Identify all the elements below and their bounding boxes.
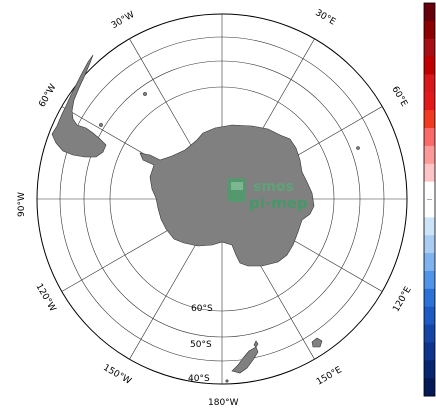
watermark-logo-shade [231, 182, 243, 190]
colorbar-frame [423, 2, 436, 397]
lon-label-150w: 150°W [101, 363, 133, 387]
colorbar-segment [424, 235, 435, 254]
colorbar-segment [424, 145, 435, 165]
lon-label-120e: 120°E [391, 285, 413, 314]
new-zealand-north-island [253, 340, 259, 348]
colorbar-segment [424, 253, 435, 272]
colorbar-segment [424, 306, 435, 326]
lon-label-180w: 180°W [208, 398, 239, 408]
colorbar-segment [424, 342, 435, 361]
land-masses [51, 54, 360, 383]
lon-label-30e: 30°E [313, 8, 337, 28]
colorbar-segment [424, 92, 435, 111]
colorbar-segment [424, 270, 435, 290]
colorbar-segment [424, 3, 435, 22]
lon-label-120w: 120°W [33, 282, 57, 314]
lon-label-60w: 60°W [37, 83, 58, 110]
lat-label-40s: 40°S [188, 374, 210, 384]
macquarie-island [225, 379, 229, 383]
antarctica-landmass [139, 124, 315, 267]
watermark-line1: smos [253, 179, 294, 195]
lat-label-50s: 50°S [190, 340, 212, 350]
south-georgia-island [143, 92, 147, 96]
lon-label-60e: 60°E [389, 85, 409, 109]
south-america-landmass [51, 54, 107, 158]
colorbar-segment [424, 360, 435, 379]
lon-label-150e: 150°E [315, 365, 344, 387]
colorbar-segment [424, 199, 435, 218]
watermark-line2: pi-mep [249, 194, 308, 212]
kerguelen-island [356, 146, 360, 150]
colorbar-segment [424, 38, 435, 58]
colorbar-segment [424, 288, 435, 308]
lon-label-90w: 90°W [17, 192, 27, 217]
latitude-labels: 60°S 50°S 40°S [188, 304, 213, 384]
colorbar-segment [424, 74, 435, 93]
colorbar-segment [424, 181, 435, 200]
falkland-island [99, 123, 103, 127]
lon-label-30w: 30°W [110, 10, 137, 31]
colorbar-segment [424, 110, 435, 129]
colorbar-segment [424, 163, 435, 183]
colorbar-segment [424, 324, 435, 343]
colorbar-segment [424, 217, 435, 236]
colorbar-segment [424, 128, 435, 147]
colorbar-segment [424, 378, 435, 397]
smos-pimep-watermark: smos pi-mep [228, 178, 308, 212]
colorbar-segment [424, 56, 435, 75]
new-zealand-south-island [231, 346, 259, 374]
lat-label-60s: 60°S [191, 304, 213, 314]
colorbar-segment [424, 20, 435, 40]
tasmania-landmass [311, 337, 323, 348]
colorbar [424, 3, 435, 397]
